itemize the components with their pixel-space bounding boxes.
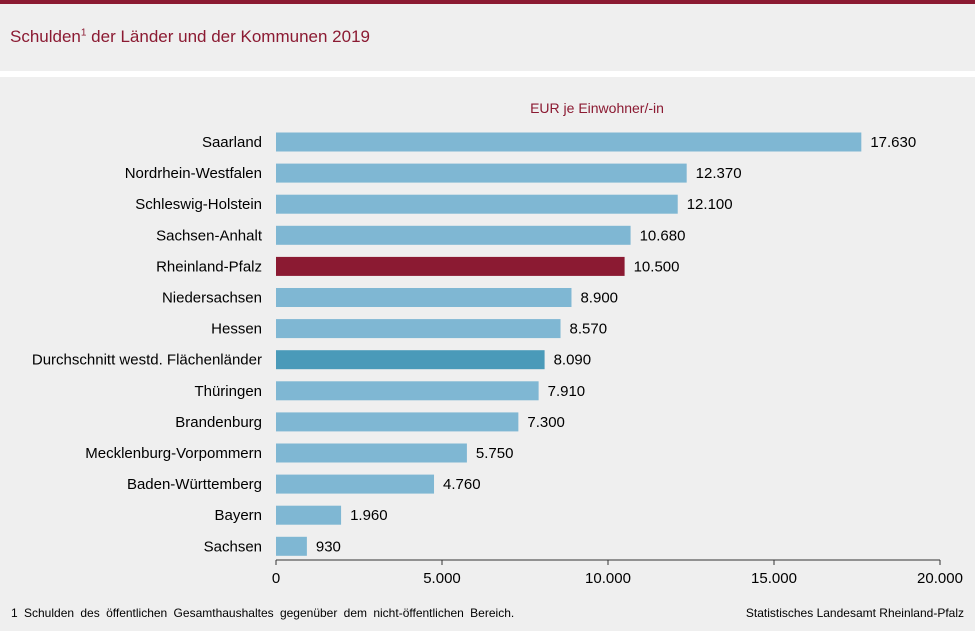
bar <box>276 474 435 494</box>
category-label: Bayern <box>214 507 262 524</box>
footnote-marker: 1 <box>80 27 87 39</box>
category-label: Sachsen-Anhalt <box>156 227 263 244</box>
category-label: Mecklenburg-Vorpommern <box>85 445 262 462</box>
bar <box>276 132 862 152</box>
category-label: Baden-Württemberg <box>127 476 262 493</box>
x-tick-label: 0 <box>272 570 280 587</box>
bar <box>276 412 519 432</box>
x-tick-label: 5.000 <box>423 570 461 587</box>
value-label: 4.760 <box>443 476 481 493</box>
bars-group: Saarland 17.630 Nordrhein-Westfalen 12.370 S… <box>32 132 916 556</box>
value-label: 17.630 <box>870 134 916 151</box>
value-label: 10.680 <box>640 227 686 244</box>
category-label: Rheinland-Pfalz <box>156 258 262 275</box>
category-label: Schleswig-Holstein <box>135 196 262 213</box>
footnote: 1 Schulden des öffentlichen Gesamthausha… <box>11 606 515 620</box>
value-label: 8.570 <box>570 321 608 338</box>
category-label: Thüringen <box>194 383 262 400</box>
chart-title-rest: der Länder und der Kommunen 2019 <box>86 27 370 46</box>
bar <box>276 225 631 245</box>
chart-title-text: Schulden <box>10 27 81 46</box>
category-label: Niedersachsen <box>162 290 262 307</box>
top-accent-rule <box>0 0 975 4</box>
bar <box>276 194 678 214</box>
x-tick-label: 20.000 <box>917 570 963 587</box>
bar <box>276 505 342 525</box>
value-label: 7.910 <box>548 383 586 400</box>
category-label: Nordrhein-Westfalen <box>125 165 262 182</box>
x-axis: 0 5.000 10.000 15.000 20.000 <box>272 559 963 587</box>
x-tick-label: 15.000 <box>751 570 797 587</box>
bar <box>276 350 545 370</box>
bar-chart: EUR je Einwohner/-in Saarland 17.630 Nordr… <box>32 100 963 587</box>
unit-label: EUR je Einwohner/-in <box>530 100 664 116</box>
bar <box>276 163 687 183</box>
bar <box>276 381 539 401</box>
value-label: 7.300 <box>527 414 565 431</box>
bar <box>276 288 572 307</box>
bar <box>276 256 625 276</box>
source-note: Statistisches Landesamt Rheinland-Pfalz <box>745 606 964 620</box>
value-label: 1.960 <box>350 507 388 524</box>
category-label: Saarland <box>202 134 262 151</box>
bar <box>276 319 561 339</box>
value-label: 8.090 <box>554 352 592 369</box>
x-tick-label: 10.000 <box>585 570 631 587</box>
value-label: 10.500 <box>634 258 680 275</box>
value-label: 5.750 <box>476 445 514 462</box>
bar <box>276 443 467 463</box>
category-label: Durchschnitt westd. Flächenländer <box>32 352 262 369</box>
chart-title: Schulden1 der Länder und der Kommunen 20… <box>10 27 370 47</box>
bar <box>276 536 307 556</box>
value-label: 12.370 <box>696 165 742 182</box>
value-label: 930 <box>316 538 341 555</box>
category-label: Sachsen <box>204 538 262 555</box>
header-divider <box>0 71 975 77</box>
value-label: 12.100 <box>687 196 733 213</box>
category-label: Brandenburg <box>175 414 262 431</box>
value-label: 8.900 <box>580 290 618 307</box>
category-label: Hessen <box>211 321 262 338</box>
